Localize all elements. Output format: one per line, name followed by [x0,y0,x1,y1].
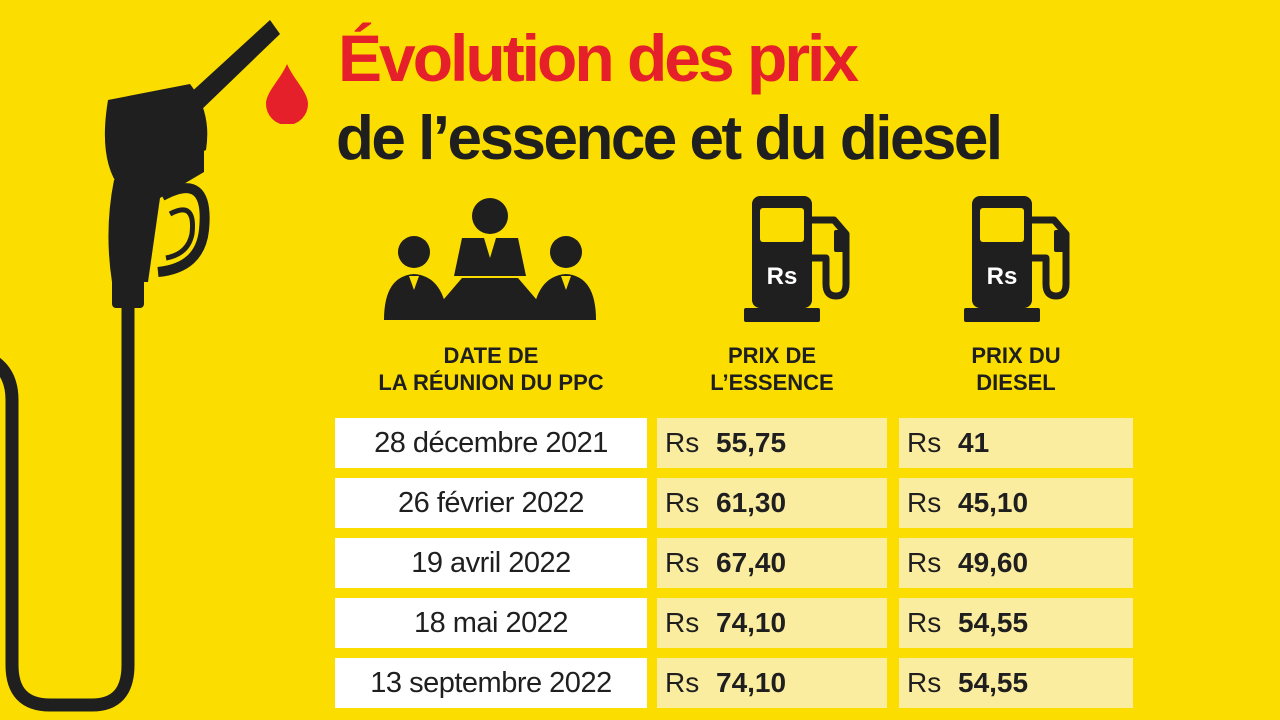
fuel-pump-icon: Rs [744,196,850,322]
pump-label: Rs [987,263,1018,290]
essence-value: 67,40 [716,547,787,578]
currency-label: Rs [907,487,942,518]
header-diesel-line-2: DIESEL [976,370,1056,395]
currency-label: Rs [665,487,700,518]
date-cell: 19 avril 2022 [335,538,647,588]
diesel-cell: Rs 45,10 [899,478,1133,528]
diesel-cell: Rs 54,55 [899,598,1133,648]
diesel-value: 45,10 [958,487,1029,518]
header-essence: PRIX DE L’ESSENCE [657,342,887,396]
diesel-value: 54,55 [958,667,1029,698]
currency-label: Rs [665,607,700,638]
essence-cell: Rs 74,10 [657,658,887,708]
pump-label: Rs [767,263,798,290]
diesel-value: 49,60 [958,547,1029,578]
essence-value: 74,10 [716,607,787,638]
table-row: 28 décembre 2021 Rs 55,75 Rs 41 [335,418,1135,468]
essence-value: 61,30 [716,487,787,518]
date-cell: 18 mai 2022 [335,598,647,648]
header-diesel-line-1: PRIX DU [971,343,1061,368]
essence-cell: Rs 67,40 [657,538,887,588]
diesel-value: 41 [958,427,990,458]
currency-label: Rs [665,427,700,458]
essence-value: 55,75 [716,427,787,458]
header-essence-line-1: PRIX DE [727,343,817,368]
currency-label: Rs [907,547,942,578]
essence-cell: Rs 74,10 [657,598,887,648]
currency-label: Rs [907,667,942,698]
header-date: DATE DE LA RÉUNION DU PPC [335,342,647,396]
date-cell: 13 septembre 2022 [335,658,647,708]
diesel-cell: Rs 41 [899,418,1133,468]
title-line-2: de l’essence et du diesel [336,104,1003,173]
diesel-cell: Rs 49,60 [899,538,1133,588]
currency-label: Rs [665,547,700,578]
table-row: 18 mai 2022 Rs 74,10 Rs 54,55 [335,598,1135,648]
essence-cell: Rs 61,30 [657,478,887,528]
header-date-line-2: LA RÉUNION DU PPC [378,370,604,395]
diesel-value: 54,55 [958,607,1029,638]
date-cell: 26 février 2022 [335,478,647,528]
meeting-icon [384,198,596,320]
fuel-nozzle-icon [0,20,280,712]
date-cell: 28 décembre 2021 [335,418,647,468]
currency-label: Rs [907,607,942,638]
fuel-pump-icon: Rs [964,196,1070,322]
table-row: 19 avril 2022 Rs 67,40 Rs 49,60 [335,538,1135,588]
diesel-cell: Rs 54,55 [899,658,1133,708]
fuel-drop-icon [266,64,308,124]
currency-label: Rs [665,667,700,698]
essence-cell: Rs 55,75 [657,418,887,468]
essence-value: 74,10 [716,667,787,698]
table-row: 26 février 2022 Rs 61,30 Rs 45,10 [335,478,1135,528]
header-date-line-1: DATE DE [443,343,539,368]
header-essence-line-2: L’ESSENCE [710,370,834,395]
table-row: 13 septembre 2022 Rs 74,10 Rs 54,55 [335,658,1135,708]
title-line-1: Évolution des prix [338,21,859,95]
currency-label: Rs [907,427,942,458]
header-diesel: PRIX DU DIESEL [899,342,1133,396]
